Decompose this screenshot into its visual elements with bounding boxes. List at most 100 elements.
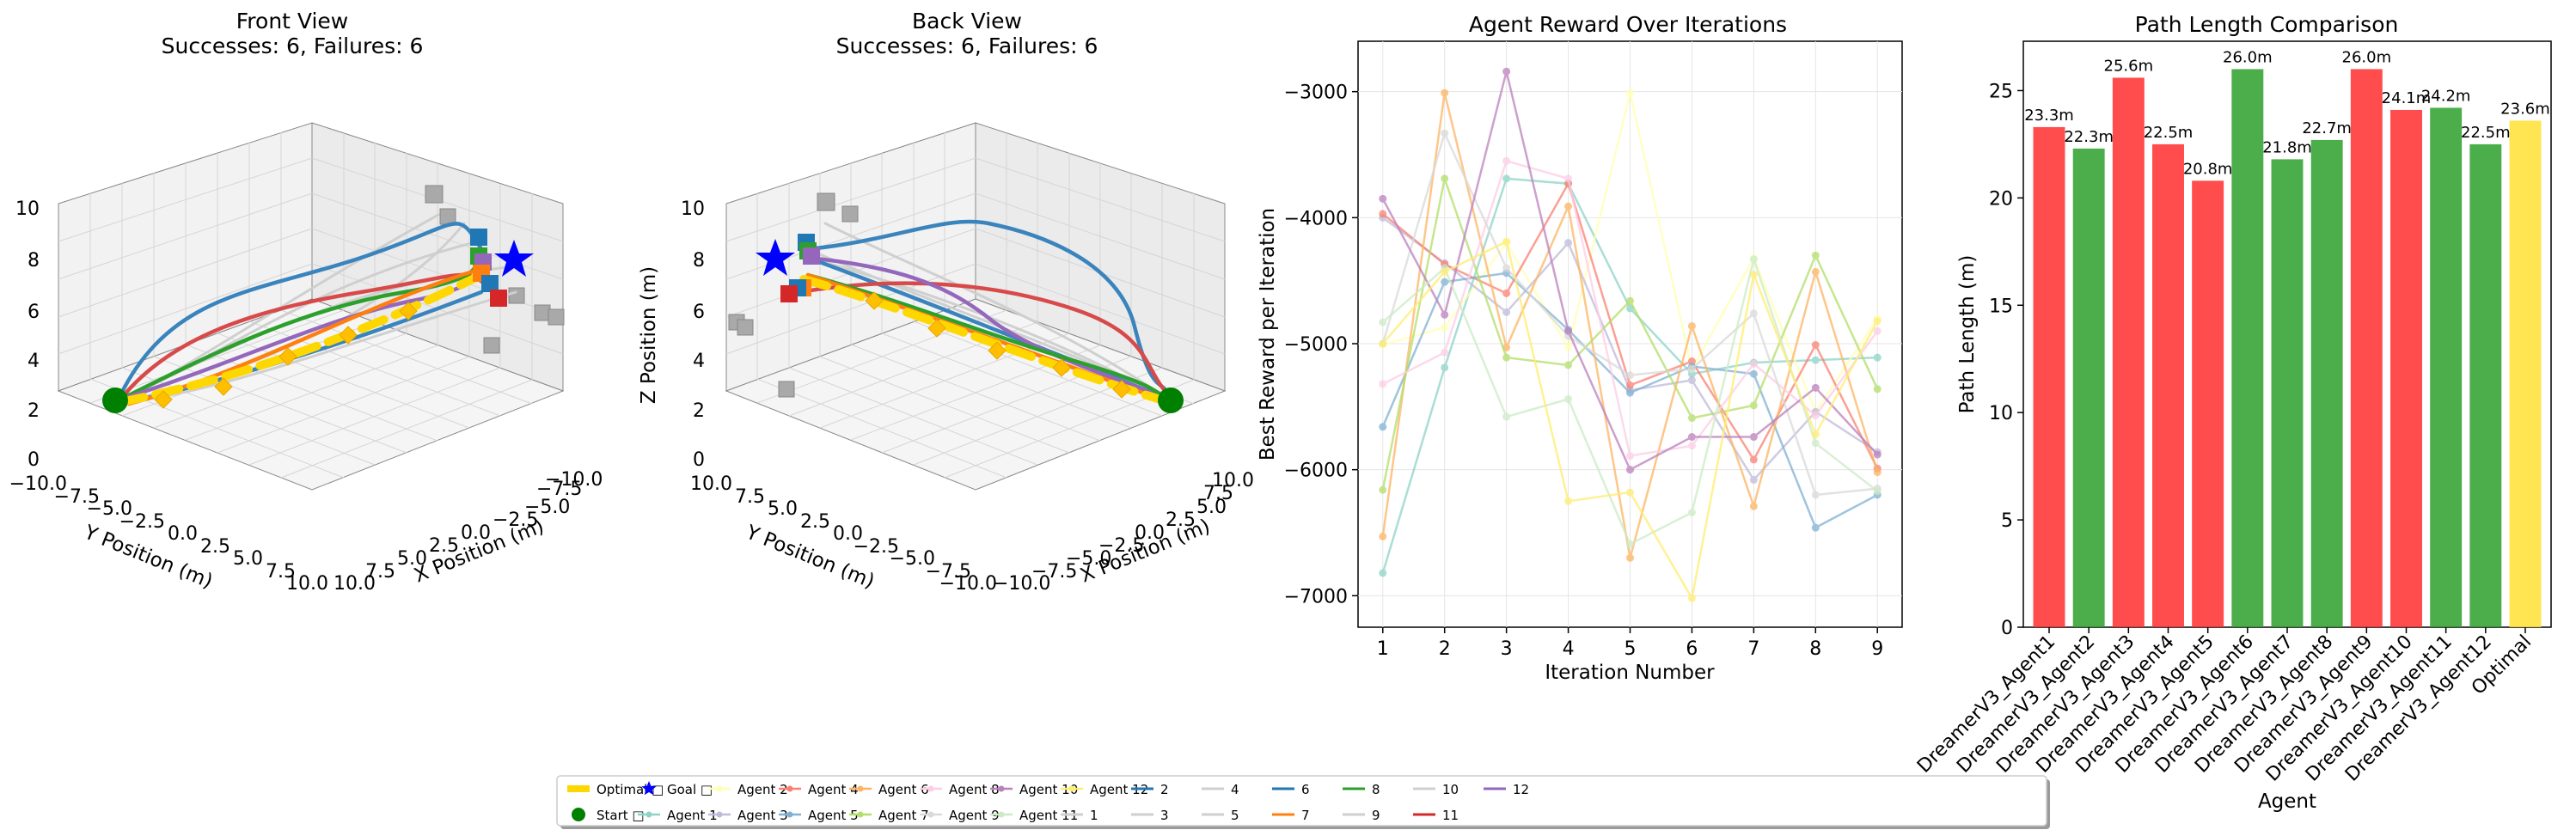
front-start-marker — [102, 387, 128, 413]
legend-label: 1 — [1090, 808, 1098, 823]
svg-text:−10.0: −10.0 — [993, 573, 1050, 595]
reward-point — [1687, 376, 1696, 385]
legend-entry-15: Agent 12 — [1061, 782, 1148, 797]
back-path-red — [797, 281, 1172, 398]
legend-label: Agent 3 — [737, 808, 788, 823]
reward-point — [1626, 296, 1634, 305]
reward-point — [1564, 395, 1573, 404]
front-obstacles — [425, 185, 565, 354]
reward-point — [1749, 359, 1758, 368]
reward-point — [1873, 353, 1882, 362]
legend-entry-21: 6 — [1272, 782, 1310, 797]
reward-point — [1749, 502, 1758, 510]
front-end-markers — [470, 229, 507, 307]
reward-point — [1379, 569, 1387, 577]
legend-label: Agent 11 — [1019, 808, 1078, 823]
svg-text:0.0: 0.0 — [833, 523, 863, 545]
reward-point — [1687, 414, 1696, 423]
reward-point — [1379, 532, 1387, 540]
legend-entry-14: Agent 11 — [990, 808, 1078, 823]
reward-point — [1502, 156, 1511, 165]
back-view-title: Back View — [912, 9, 1022, 34]
reward-point — [1811, 356, 1820, 364]
legend-label: Agent 12 — [1090, 782, 1148, 797]
legend-entry-1: Optimal □ — [567, 782, 664, 797]
front-view-subtitle: Successes: 6, Failures: 6 — [162, 34, 424, 58]
svg-text:−2.5: −2.5 — [493, 510, 538, 531]
legend-label: Goal □ — [667, 782, 713, 797]
back-optimal-waypoints — [865, 291, 1131, 399]
svg-text:2: 2 — [693, 400, 705, 422]
reward-point — [1564, 497, 1573, 505]
legend-entry-5: Agent 2 — [708, 782, 788, 797]
reward-point — [1379, 194, 1387, 203]
legend-entry-3: Goal □ — [641, 781, 713, 797]
reward-point — [1379, 423, 1387, 431]
reward-point — [1441, 88, 1449, 97]
reward-point — [1873, 326, 1882, 335]
back-path-grey-3 — [823, 222, 1171, 401]
bar-value-label: 22.7m — [2302, 119, 2352, 137]
back-path-purple — [805, 255, 1172, 402]
bar-11 — [2430, 107, 2463, 627]
svg-text:10.0: 10.0 — [1212, 470, 1254, 491]
bar-value-label: 23.6m — [2500, 100, 2550, 118]
svg-text:−7.5: −7.5 — [1031, 561, 1077, 583]
path-length-panel: Path Length Comparison 23.3m 22.3m 25.6m 22… — [1913, 12, 2552, 813]
reward-point — [1687, 509, 1696, 517]
bar-value-label: 20.8m — [2183, 160, 2233, 178]
svg-text:7.5: 7.5 — [266, 561, 296, 583]
reward-ytick-label: −4000 — [1284, 208, 1348, 229]
reward-point — [1502, 353, 1511, 362]
legend-label: 4 — [1231, 782, 1239, 797]
back-end-markers — [780, 234, 820, 302]
bar-value-label: 26.0m — [2342, 48, 2392, 66]
bar-value-label: 24.2m — [2421, 87, 2471, 105]
reward-series-12 — [1379, 237, 1882, 602]
reward-point — [1502, 264, 1511, 272]
reward-point — [1687, 433, 1696, 442]
reward-xtick-label: 7 — [1747, 638, 1759, 660]
reward-point — [1626, 488, 1634, 497]
svg-text:5.0: 5.0 — [1196, 497, 1227, 518]
legend-label: 7 — [1301, 808, 1310, 823]
legend-entry-23: 8 — [1343, 782, 1380, 797]
svg-text:−10.0: −10.0 — [545, 469, 603, 491]
svg-text:−5.0: −5.0 — [87, 498, 132, 520]
svg-text:0.0: 0.0 — [168, 523, 198, 545]
front-view-title: Front View — [236, 9, 349, 34]
reward-point — [1749, 309, 1758, 318]
back-obstacles — [728, 192, 859, 398]
legend-label: Agent 5 — [808, 808, 859, 823]
svg-text:6: 6 — [693, 302, 705, 323]
svg-text:0: 0 — [693, 449, 705, 471]
bar-value-label: 25.6m — [2104, 57, 2154, 75]
reward-series-10 — [1379, 67, 1882, 474]
svg-text:−7.5: −7.5 — [926, 561, 971, 583]
reward-point — [1502, 237, 1511, 246]
reward-point — [1441, 278, 1449, 286]
svg-text:−2.5: −2.5 — [854, 536, 899, 558]
front-y-ticks: −10.0 −7.5 −5.0 −2.5 0.0 2.5 5.0 7.5 10.… — [9, 473, 328, 595]
legend-label: 6 — [1301, 782, 1310, 797]
legend-entry-2: Start □ — [572, 808, 645, 823]
legend-entry-16: 1 — [1061, 808, 1098, 823]
reward-point — [1749, 433, 1758, 442]
reward-xtick-label: 3 — [1501, 638, 1513, 660]
bar-1 — [2033, 126, 2065, 627]
legend-entry-19: 4 — [1202, 782, 1239, 797]
legend-label: Agent 2 — [737, 782, 788, 797]
back-y-ticks: 10.0 7.5 5.0 2.5 0.0 −2.5 −5.0 −7.5 −10.… — [690, 473, 997, 595]
bar-9 — [2350, 69, 2383, 627]
reward-point — [1687, 442, 1696, 450]
legend-label: 3 — [1160, 808, 1169, 823]
bar-title: Path Length Comparison — [2135, 12, 2399, 37]
bar-12 — [2469, 143, 2502, 627]
reward-point — [1749, 401, 1758, 410]
legend-label: 8 — [1372, 782, 1380, 797]
reward-point — [1811, 383, 1820, 392]
svg-text:2.5: 2.5 — [1166, 510, 1196, 531]
reward-point — [1564, 239, 1573, 247]
legend-label: 11 — [1442, 808, 1459, 823]
reward-point — [1626, 88, 1634, 97]
